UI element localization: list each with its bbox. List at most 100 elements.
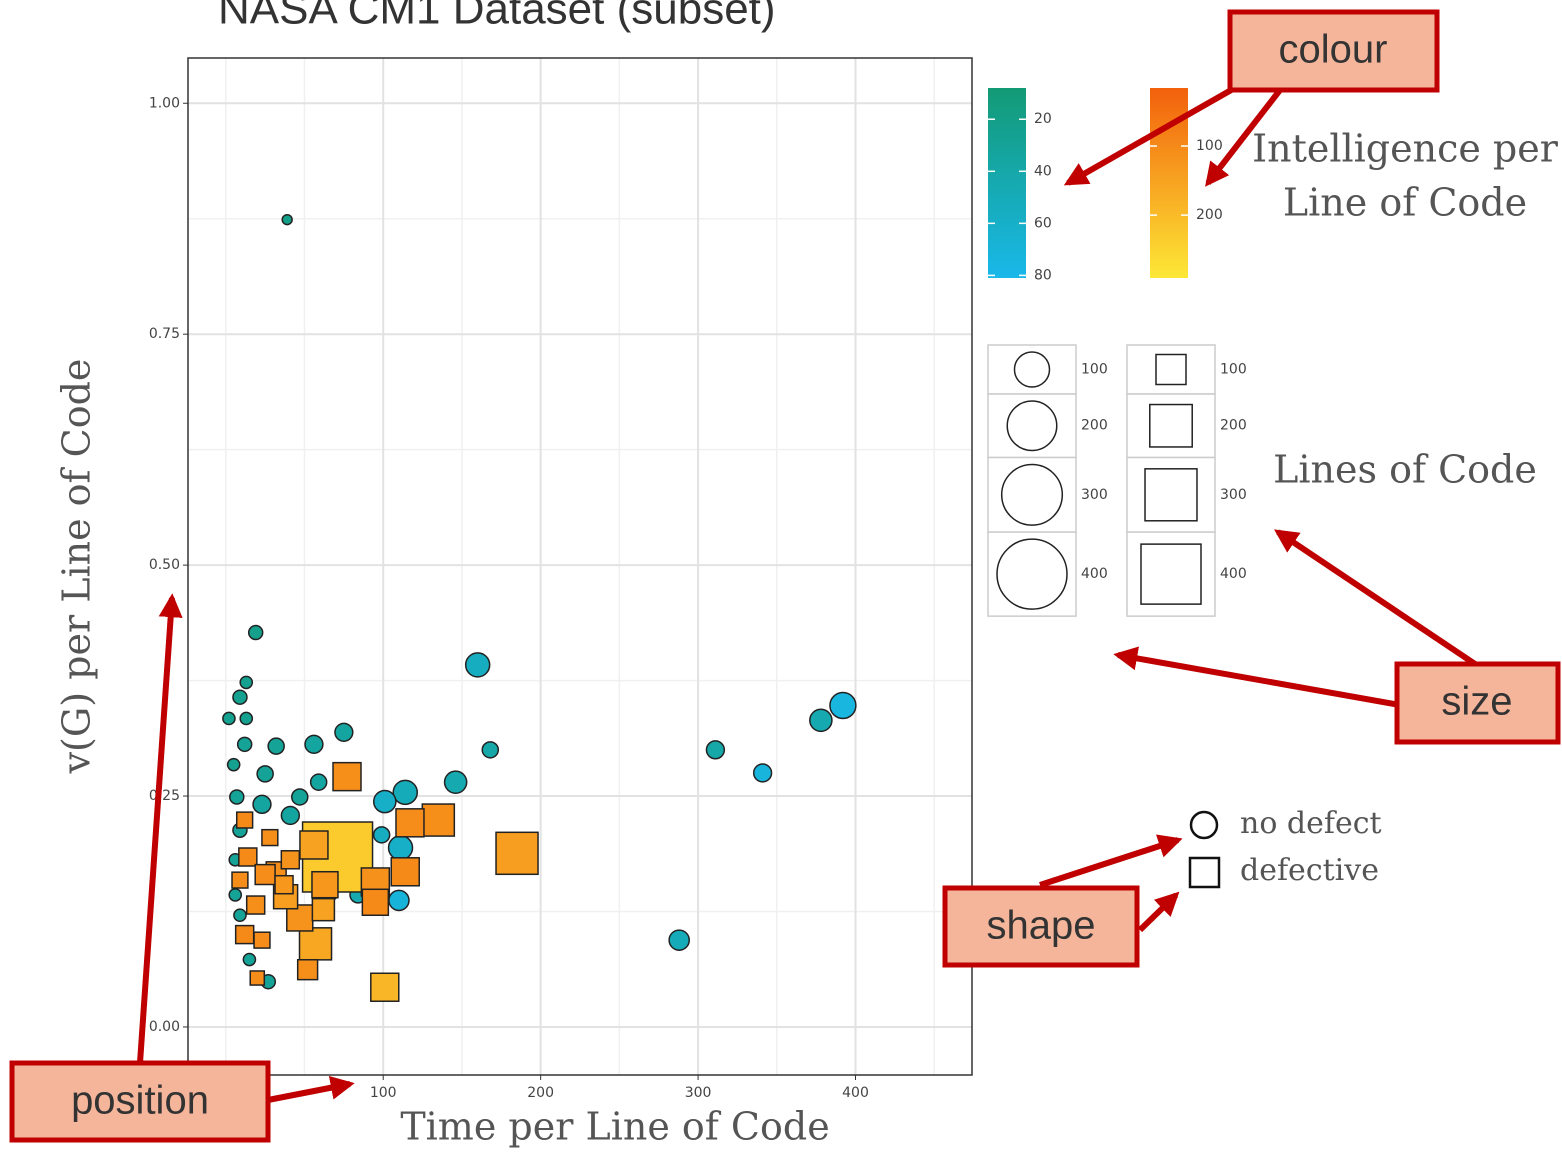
point [234, 924, 255, 945]
point [242, 952, 257, 967]
point [304, 734, 324, 754]
arrow [267, 1075, 355, 1103]
arrow [137, 593, 183, 1064]
size-legend-symbol [1000, 463, 1064, 526]
point [281, 213, 293, 226]
point [299, 830, 329, 860]
size-legend-symbol [1149, 403, 1193, 448]
colorbar-label: 80 [1034, 267, 1052, 283]
size-legend-key [987, 456, 1077, 533]
point [228, 888, 243, 902]
size-legend-label: 300 [1081, 487, 1108, 503]
point [668, 929, 690, 951]
annotation-box [1227, 9, 1440, 93]
size-legend-label: 300 [1220, 487, 1247, 503]
size-legend-symbol [1140, 543, 1202, 605]
size-legend-key [1126, 344, 1216, 395]
annotation: size [1441, 680, 1512, 724]
point [395, 808, 425, 838]
point [274, 874, 294, 895]
size-legend-symbol [1144, 468, 1198, 522]
size-legend-label: 100 [1220, 362, 1247, 378]
point [421, 803, 456, 837]
colorbar [988, 88, 1026, 278]
legend-symbol [1189, 810, 1219, 840]
point [291, 788, 309, 806]
colorbar-label: 200 [1196, 207, 1223, 223]
point [267, 737, 285, 755]
point [332, 761, 362, 792]
size-legend-label: 100 [1081, 362, 1108, 378]
annotation: shape [987, 904, 1096, 948]
legend-label: defective [1240, 853, 1379, 888]
point [231, 871, 249, 889]
arrow [1039, 834, 1183, 888]
arrow [1274, 529, 1477, 667]
arrow [1113, 646, 1401, 708]
point [249, 970, 266, 986]
point [261, 828, 279, 847]
point [239, 675, 254, 690]
point [256, 765, 274, 783]
size-legend-symbol [1006, 400, 1058, 452]
colorbar-label: 20 [1034, 111, 1052, 127]
point [387, 835, 414, 861]
point [254, 863, 276, 886]
y-tick-label: 0.75 [149, 326, 180, 342]
point [229, 789, 245, 805]
point [334, 722, 354, 742]
x-tick-label: 200 [527, 1085, 554, 1101]
point [239, 711, 254, 726]
point [705, 740, 726, 760]
annotations: colour size shape position [9, 9, 1561, 1143]
point [392, 779, 419, 806]
point [829, 691, 857, 720]
legend-title: Intelligence per [1252, 127, 1559, 171]
point [495, 831, 539, 876]
size-legend-key [987, 393, 1077, 459]
point [372, 826, 391, 844]
point [464, 652, 491, 678]
legend-title: Lines of Code [1273, 448, 1537, 492]
y-tick-label: 0.50 [149, 557, 180, 573]
arrow [1205, 88, 1283, 187]
x-tick-label: 400 [842, 1085, 869, 1101]
y-tick-label: 0.25 [149, 788, 180, 804]
point [252, 794, 272, 815]
point [361, 888, 390, 917]
x-tick-label: 300 [685, 1085, 712, 1101]
point [309, 773, 328, 791]
legend-symbol [1188, 856, 1221, 889]
annotation: colour [1279, 28, 1388, 72]
point [443, 770, 468, 795]
point [226, 757, 241, 772]
point [311, 870, 339, 899]
legend-title: Line of Code [1283, 181, 1527, 225]
y-tick-label: 1.00 [149, 95, 180, 111]
x-tick-label: 100 [370, 1085, 397, 1101]
chart-title: NASA CM1 Dataset (subset) [218, 0, 776, 34]
point [390, 857, 420, 887]
size-legend-key [1126, 393, 1216, 459]
point [235, 811, 254, 829]
point [253, 931, 271, 949]
point [222, 711, 236, 726]
arrow [1063, 82, 1242, 186]
point [388, 889, 410, 912]
point [233, 908, 247, 923]
point [372, 789, 397, 814]
annotation-box [9, 1060, 271, 1143]
point [280, 850, 301, 870]
size-legend-key [987, 344, 1077, 395]
point [247, 624, 264, 641]
point [232, 689, 248, 705]
x-axis-label: Time per Line of Code [400, 1105, 829, 1149]
colorbar-label: 100 [1196, 138, 1223, 154]
plot-area: 100 200 300 400 0.00 0.25 0.50 0.75 1.00 [149, 57, 973, 1101]
point [236, 736, 253, 753]
point [809, 708, 833, 733]
point [238, 847, 258, 867]
point [296, 958, 319, 981]
y-axis-label: v(G) per Line of Code [55, 359, 99, 775]
